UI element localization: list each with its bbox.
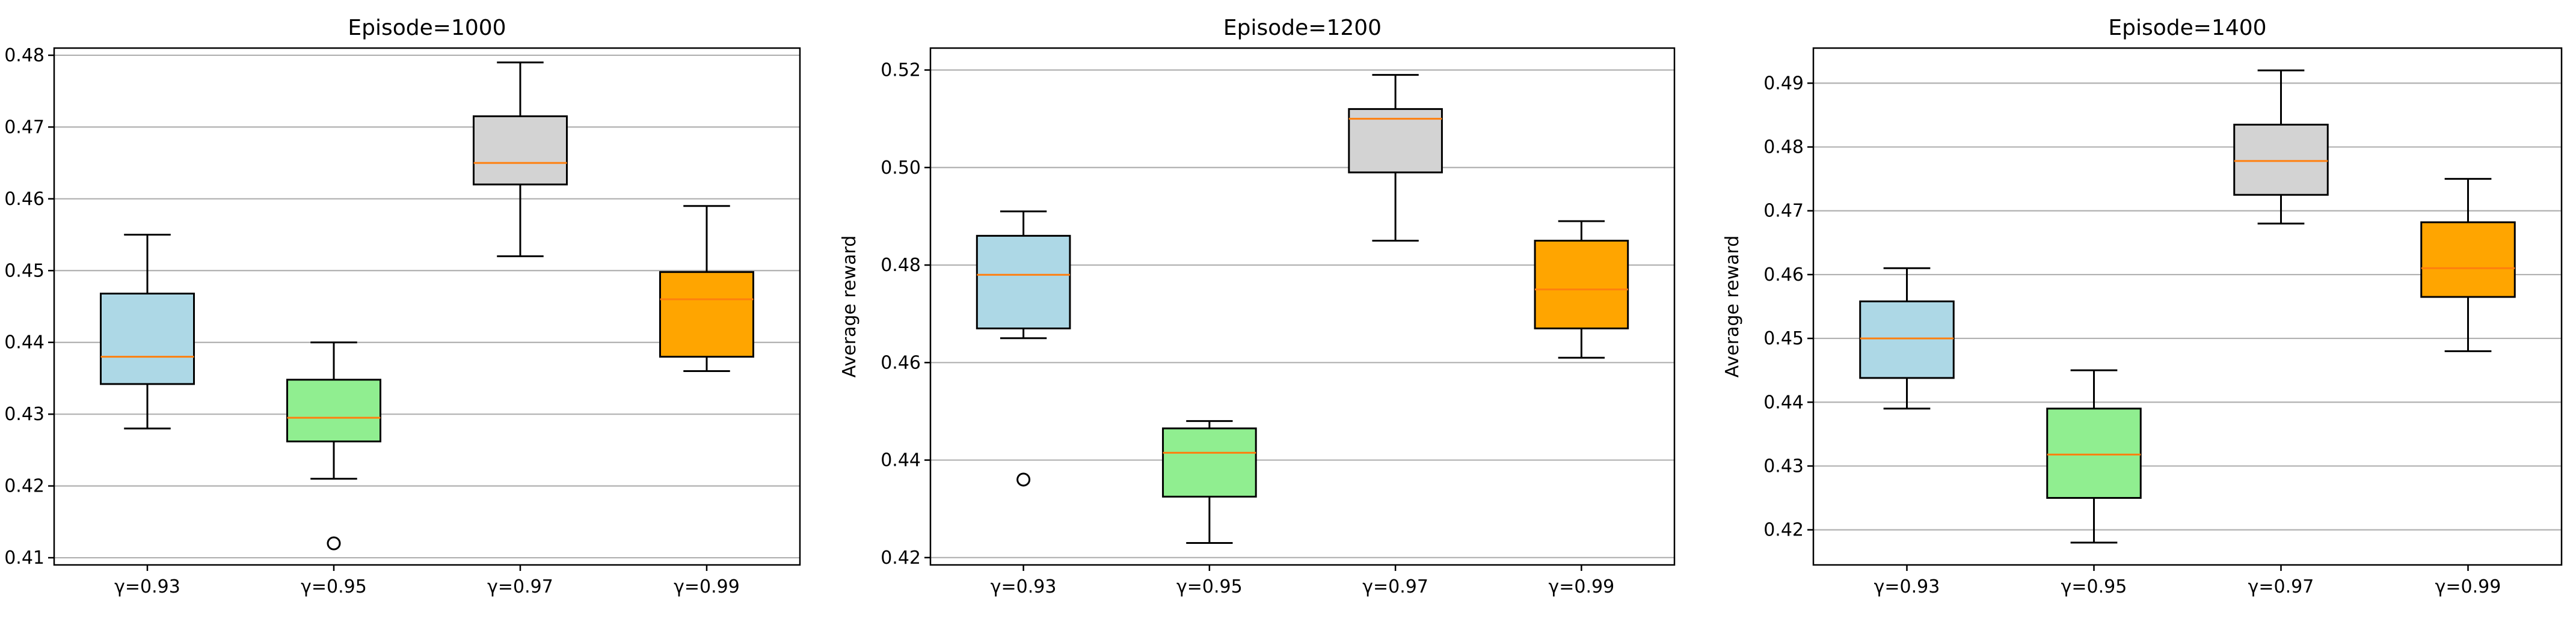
y-tick-label: 0.45 xyxy=(1763,328,1804,349)
y-tick-label: 0.52 xyxy=(881,60,921,81)
box-body xyxy=(2420,221,2516,298)
chart-panel-1: 0.41 0.42 0.43 0.44 0.45 0.46 0.47 0.48 γ=0.93 γ=… xyxy=(4,16,801,597)
y-tick-label: 0.49 xyxy=(1763,73,1804,94)
box-body xyxy=(1859,300,1955,379)
chart-panel-3: 0.42 0.43 0.44 0.45 0.46 0.47 0.48 0.49 γ=0.93 γ=… xyxy=(1722,16,2563,597)
x-tick-label: γ=0.99 xyxy=(1549,576,1615,597)
box-2 xyxy=(1162,420,1257,544)
box-body xyxy=(2046,407,2142,499)
outlier-point xyxy=(1016,472,1031,487)
box-body xyxy=(659,271,754,358)
box-4 xyxy=(2420,178,2516,352)
axes-frame xyxy=(1812,47,2563,566)
y-tick-label: 0.44 xyxy=(1763,392,1804,413)
x-tick-label: γ=0.95 xyxy=(1176,576,1243,597)
y-tick-label: 0.48 xyxy=(1763,137,1804,158)
y-tick-label: 0.43 xyxy=(4,404,45,425)
box-3 xyxy=(2233,69,2329,225)
y-tick-label: 0.44 xyxy=(881,450,921,471)
box-3 xyxy=(1348,74,1443,242)
axes-frame xyxy=(929,47,1676,566)
x-tick-label: γ=0.95 xyxy=(301,576,367,597)
y-tick-label: 0.44 xyxy=(4,332,45,353)
axes-frame xyxy=(53,47,801,566)
y-axis-label: Average reward xyxy=(1722,236,1743,378)
x-tick-label: γ=0.97 xyxy=(2248,576,2314,597)
y-tick-label: 0.46 xyxy=(4,189,45,210)
y-tick-label: 0.42 xyxy=(881,547,921,569)
box-body xyxy=(473,115,568,186)
box-body xyxy=(1162,427,1257,498)
box-2 xyxy=(286,341,381,550)
y-tick-label: 0.47 xyxy=(4,117,45,138)
box-1 xyxy=(100,234,195,430)
y-tick-label: 0.46 xyxy=(1763,264,1804,285)
box-body xyxy=(976,234,1071,330)
panel-title: Episode=1400 xyxy=(2108,16,2266,40)
box-1 xyxy=(1859,267,1955,410)
x-tick-label: γ=0.93 xyxy=(1874,576,1940,597)
box-body xyxy=(1534,239,1629,330)
x-tick-label: γ=0.95 xyxy=(2061,576,2127,597)
y-tick-label: 0.48 xyxy=(881,255,921,276)
x-tick-label: γ=0.93 xyxy=(991,576,1057,597)
y-tick-label: 0.46 xyxy=(881,352,921,373)
panel-title: Episode=1000 xyxy=(348,16,506,40)
y-tick-label: 0.43 xyxy=(1763,456,1804,477)
x-tick-label: γ=0.99 xyxy=(674,576,740,597)
x-tick-label: γ=0.97 xyxy=(487,576,553,597)
x-tick-label: γ=0.97 xyxy=(1362,576,1428,597)
y-tick-label: 0.41 xyxy=(4,547,45,569)
box-4 xyxy=(1534,220,1629,359)
y-tick-label: 0.42 xyxy=(4,476,45,497)
chart-panel-2: 0.42 0.44 0.46 0.48 0.50 0.52 γ=0.93 γ=0.95 γ=0.… xyxy=(839,16,1676,597)
box-4 xyxy=(659,205,754,372)
y-tick-label: 0.50 xyxy=(881,157,921,178)
y-tick-label: 0.42 xyxy=(1763,520,1804,541)
x-tick-label: γ=0.93 xyxy=(114,576,180,597)
box-body xyxy=(286,379,381,443)
y-tick-label: 0.45 xyxy=(4,260,45,281)
panel-title: Episode=1200 xyxy=(1223,16,1382,40)
box-2 xyxy=(2046,369,2142,544)
y-tick-label: 0.47 xyxy=(1763,201,1804,222)
box-3 xyxy=(473,61,568,257)
box-body xyxy=(2233,123,2329,196)
y-axis-label: Average reward xyxy=(839,236,860,378)
x-tick-label: γ=0.99 xyxy=(2435,576,2501,597)
outlier-point xyxy=(327,536,341,550)
box-1 xyxy=(976,210,1071,487)
box-body xyxy=(100,293,195,385)
y-tick-label: 0.48 xyxy=(4,45,45,66)
